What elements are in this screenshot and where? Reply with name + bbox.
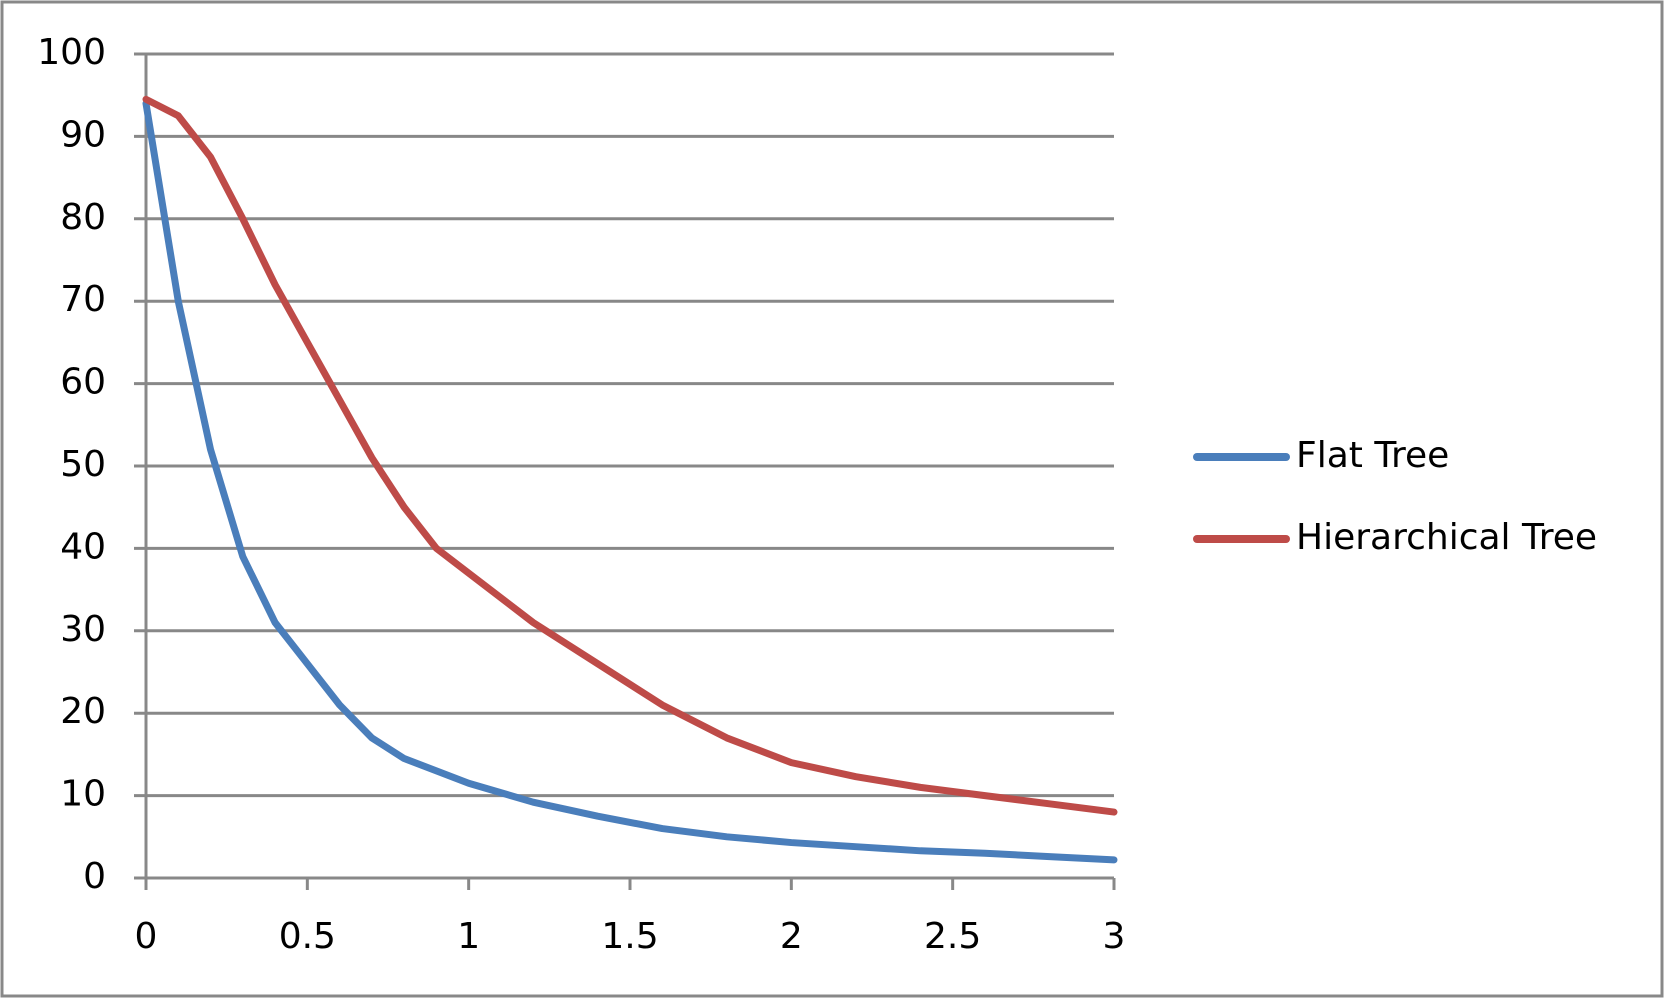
line-series (142, 99, 1118, 864)
x-tick-label: 2.5 (924, 916, 981, 957)
x-tick-label: 1.5 (601, 916, 658, 957)
y-tick-label: 70 (60, 279, 106, 320)
y-tick-label: 20 (60, 691, 106, 732)
y-tick-label: 40 (60, 526, 106, 567)
x-tick-label: 1 (457, 916, 480, 957)
y-tick-label: 90 (60, 114, 106, 155)
y-tick-label: 30 (60, 609, 106, 650)
x-tick-label: 2 (780, 916, 803, 957)
y-tick-label: 60 (60, 362, 106, 403)
y-tick-label: 50 (60, 444, 106, 485)
y-tick-label: 80 (60, 197, 106, 238)
legend-label: Flat Tree (1296, 435, 1449, 476)
y-tick-label: 100 (37, 32, 106, 73)
legend-label: Hierarchical Tree (1296, 517, 1597, 558)
x-tick-label: 0.5 (279, 916, 336, 957)
y-tick-label: 10 (60, 774, 106, 815)
y-tick-label: 0 (83, 856, 106, 897)
line-series (142, 95, 1118, 816)
x-tick-label: 0 (135, 916, 158, 957)
x-tick-label: 3 (1103, 916, 1126, 957)
